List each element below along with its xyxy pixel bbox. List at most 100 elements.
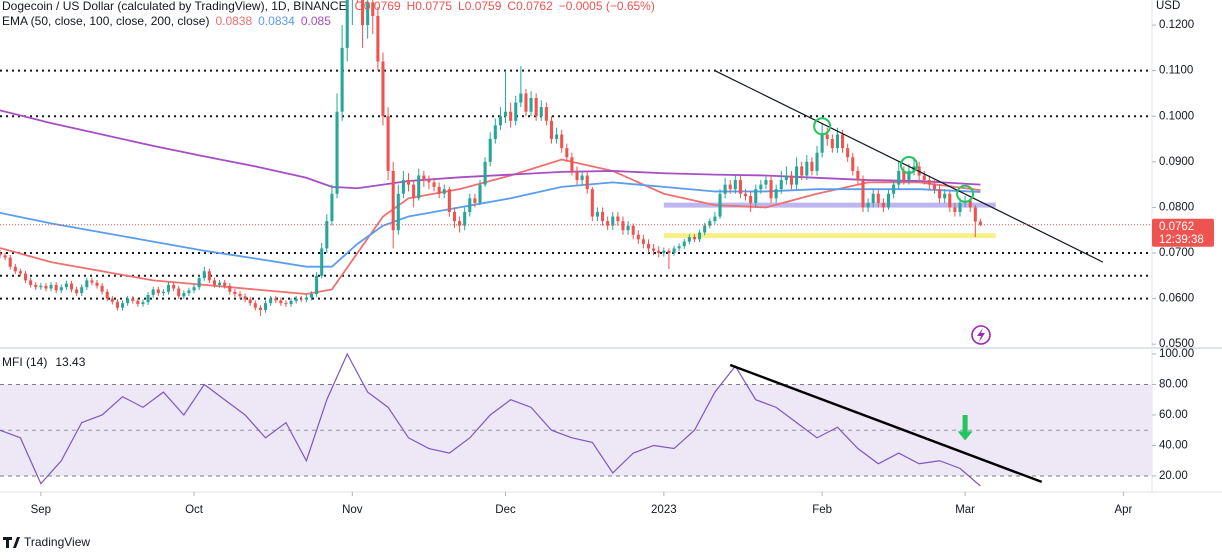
candle-body [366,2,370,26]
candle-body [805,161,809,176]
last-price-box [1152,218,1214,247]
candle-body [473,198,477,203]
candle-body [606,221,610,226]
candle-body [677,246,681,249]
candle-body [866,202,870,208]
y-tick-label: 0.0900 [1159,156,1194,168]
candle-body [458,221,462,226]
candle-body [565,148,569,158]
candle-body [902,170,906,181]
candle-body [182,293,186,297]
candle-body [738,180,742,194]
candle-body [34,284,38,288]
candle-body [616,216,620,222]
indicator-value: 13.43 [55,355,85,369]
candle-body [938,189,942,199]
candle-body [126,298,130,304]
candle-body [64,283,68,288]
candle-body [197,278,201,288]
candle-body [932,184,936,190]
candle-body [692,237,696,240]
y-tick-label: 20.00 [1159,470,1188,482]
candle-body [636,234,640,240]
candle-body [417,175,421,199]
candle-body [504,111,508,117]
candle-body [304,297,308,300]
indicator-label: MFI (14) [2,355,47,369]
candle-body [529,98,533,112]
candle-body [320,248,324,276]
candle-body [621,221,625,231]
candle-body [233,291,237,295]
candle-body [121,303,125,308]
candle-body [335,111,339,194]
candle-body [172,284,176,289]
candle-body [141,302,145,305]
candle-body [514,102,518,121]
candle-body [24,273,28,281]
indicator-value: 0.0834 [258,14,295,28]
x-tick-label: Dec [495,504,516,516]
candle-body [0,253,2,256]
candle-body [657,250,661,254]
y-tick-label: 0.0500 [1159,338,1194,350]
lightning-icon [971,325,991,345]
candle-body [468,198,472,212]
candle-body [892,184,896,194]
y-tick-label: 0.1200 [1159,19,1194,31]
candle-body [698,232,702,240]
ohlc-value: C0.0762 [507,0,553,13]
arrow [957,414,973,441]
candle-body [80,287,84,294]
indicator-value: 0.0838 [215,14,252,28]
candle-body [764,180,768,185]
marker-circle [899,156,918,175]
candle-body [927,180,931,185]
x-tick-label: 2023 [651,504,677,516]
candle-body [544,107,548,121]
candle-body [49,284,53,289]
candle-body [422,175,426,181]
x-tick-label: Feb [812,504,832,516]
candle-body [744,193,748,197]
candle-body [652,248,656,251]
candle-body [330,193,334,222]
candle-body [371,2,375,16]
candle-body [555,134,559,140]
candle-body [131,298,135,301]
candle-body [968,200,972,208]
candle-body [789,175,794,185]
candle-body [575,170,579,181]
candle-body [861,180,865,208]
candle-body [253,303,257,308]
candle-body [733,180,737,190]
candle-body [325,221,329,249]
candle-body [54,284,58,291]
mfi-line [0,352,981,487]
candle-body [687,237,691,242]
candle-body [534,98,538,117]
y-tick-label: 80.00 [1159,379,1188,391]
ohlc-value: −0.0005 (−0.65%) [559,0,655,13]
candle-body [611,216,615,226]
ohlc-value: H0.0775 [407,0,453,13]
candle-body [662,250,666,254]
candle-body [509,111,513,121]
candle-body [447,189,451,212]
candle-body [381,61,385,117]
candle-body [228,285,232,292]
indicator-label: EMA (50, close, 100, close, 200, close) [2,14,209,28]
price-pane [0,0,1152,316]
candle-body [749,196,753,203]
candle-body [166,284,171,292]
candle-body [498,116,502,126]
candle-body [105,291,109,299]
candle-body [973,207,977,222]
candle-body [248,299,252,304]
candle-body [922,175,926,181]
trendline [714,70,1104,263]
candle-body [18,271,22,274]
candle-body [3,255,7,258]
candle-body [795,166,799,185]
